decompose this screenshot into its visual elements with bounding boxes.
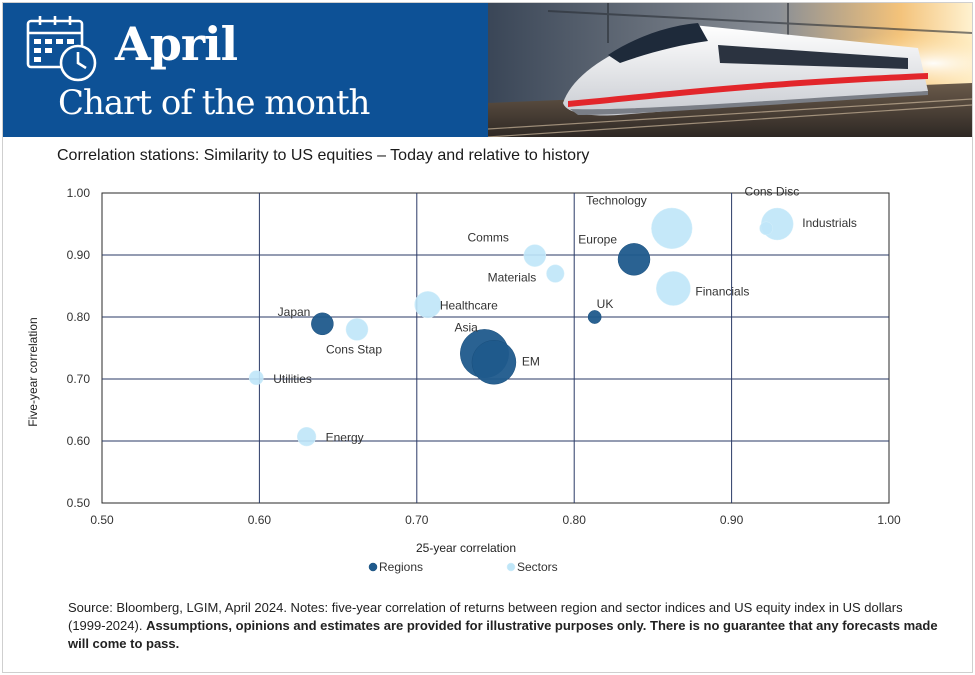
x-axis-label: 25-year correlation — [416, 541, 516, 555]
x-tick-label: 0.50 — [90, 513, 114, 527]
footnote-disclaimer: Assumptions, opinions and estimates are … — [68, 618, 938, 651]
chart-title: Correlation stations: Similarity to US e… — [57, 147, 590, 164]
data-label: Comms — [468, 231, 509, 245]
data-label: Cons Stap — [326, 342, 382, 356]
x-tick-label: 0.80 — [563, 513, 587, 527]
x-tick-label: 1.00 — [877, 513, 901, 527]
y-tick-label: 0.90 — [67, 248, 91, 262]
calendar-clock-icon — [26, 16, 97, 82]
x-tick-label: 0.60 — [248, 513, 272, 527]
data-point — [617, 243, 651, 276]
x-tick-label: 0.90 — [720, 513, 744, 527]
header-subtitle: Chart of the month — [58, 83, 370, 123]
data-point — [471, 340, 517, 385]
data-point — [759, 221, 774, 236]
legend-marker — [506, 562, 516, 572]
footnote-text: Source: Bloomberg, LGIM, April 2024. Not… — [68, 600, 903, 633]
source-footnote: Source: Bloomberg, LGIM, April 2024. Not… — [68, 599, 938, 653]
data-label: Cons Disc — [745, 184, 800, 198]
data-point — [311, 312, 334, 336]
data-point — [656, 271, 691, 306]
data-label: Healthcare — [440, 299, 498, 313]
data-point — [546, 264, 565, 283]
data-label: Technology — [586, 193, 647, 207]
y-axis-label: Five-year correlation — [26, 317, 40, 426]
data-label: Industrials — [802, 216, 857, 230]
legend-marker — [368, 562, 378, 572]
y-tick-label: 1.00 — [67, 186, 91, 200]
data-label: UK — [597, 297, 614, 311]
data-point — [345, 318, 369, 341]
legend-label: Sectors — [517, 560, 558, 574]
data-point — [414, 291, 442, 319]
data-point — [297, 427, 317, 447]
data-label: Materials — [488, 271, 537, 285]
data-point — [523, 244, 547, 267]
legend-label: Regions — [379, 560, 423, 574]
header-banner: April Chart of the month — [3, 3, 972, 137]
data-label: EM — [522, 354, 540, 368]
data-point — [651, 207, 693, 249]
y-tick-label: 0.70 — [67, 372, 91, 386]
y-tick-label: 0.50 — [67, 496, 91, 510]
data-point — [248, 370, 264, 386]
data-label: Japan — [278, 305, 311, 319]
x-tick-label: 0.70 — [405, 513, 429, 527]
y-tick-label: 0.60 — [67, 434, 91, 448]
y-tick-label: 0.80 — [67, 310, 91, 324]
data-label: Financials — [695, 284, 749, 298]
high-speed-train-photo — [488, 3, 972, 137]
plot-area — [101, 192, 890, 504]
header-title: April — [115, 17, 238, 71]
data-label: Utilities — [273, 372, 312, 386]
data-label: Europe — [578, 232, 617, 246]
data-label: Asia — [454, 321, 478, 335]
data-label: Energy — [326, 431, 364, 445]
data-point — [587, 310, 602, 324]
